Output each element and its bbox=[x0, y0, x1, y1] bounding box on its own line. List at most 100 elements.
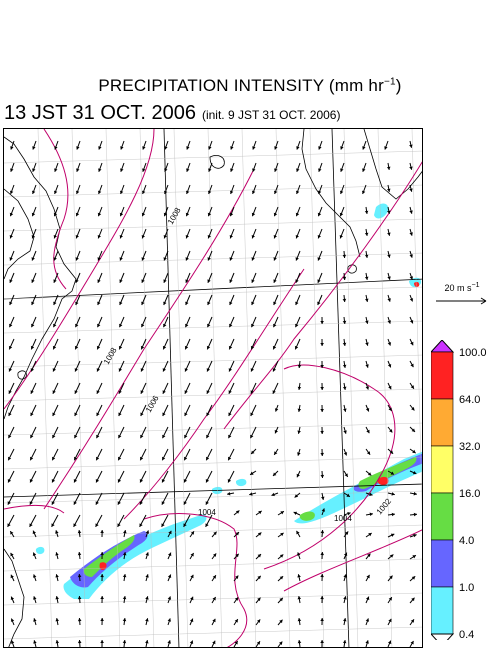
wind-vector-head bbox=[145, 618, 149, 622]
contour-label-5: 1004 bbox=[334, 514, 352, 523]
wind-vector-head bbox=[75, 235, 79, 239]
wind-vector-head bbox=[162, 368, 166, 372]
wind-vector-head bbox=[77, 596, 82, 600]
wind-vector-head bbox=[364, 210, 369, 214]
wind-vector-head bbox=[229, 323, 233, 328]
wind-vector-head bbox=[251, 323, 255, 328]
wind-vector-head bbox=[97, 279, 101, 283]
precip-core-e bbox=[377, 476, 389, 486]
wind-vector-head bbox=[343, 596, 347, 600]
isobar-4 bbox=[123, 268, 305, 520]
wind-vector-head bbox=[10, 531, 14, 535]
wind-vector-head bbox=[347, 512, 351, 516]
wind-vector-head bbox=[162, 412, 166, 416]
wind-vector-head bbox=[387, 232, 391, 236]
grid-line-minor bbox=[4, 626, 422, 640]
wind-vector-head bbox=[250, 390, 254, 394]
wind-vector-head bbox=[52, 434, 56, 439]
wind-vector-head bbox=[387, 364, 392, 368]
wind-vector-head bbox=[139, 479, 144, 483]
wind-vector-head bbox=[77, 574, 82, 578]
wind-vector-head bbox=[75, 279, 79, 283]
wind-vector-head bbox=[122, 552, 127, 556]
wind-vector-head bbox=[31, 257, 35, 261]
precip-band-sw-heavy bbox=[83, 535, 135, 577]
wind-vector-head bbox=[295, 323, 299, 328]
grid-line-minor bbox=[4, 252, 422, 266]
wind-vector-head bbox=[252, 190, 256, 194]
wind-vector-head bbox=[33, 640, 37, 644]
wind-vector-head bbox=[97, 301, 101, 305]
wind-vector-head bbox=[31, 235, 35, 239]
wind-vector-head bbox=[9, 323, 13, 328]
wind-vector-head bbox=[8, 412, 12, 416]
precip-patch-sw-1 bbox=[35, 546, 45, 555]
wind-vector-head bbox=[118, 412, 122, 416]
wind-vector-head bbox=[98, 168, 102, 172]
wind-vector-head bbox=[340, 190, 344, 194]
wind-vector-head bbox=[7, 479, 12, 483]
valid-time: 13 JST 31 OCT. 2006 (init. 9 JST 31 OCT. … bbox=[4, 102, 340, 125]
wind-vector-head bbox=[54, 168, 58, 172]
wind-vector-head bbox=[163, 301, 167, 305]
reference-vector: 20 m s−1 bbox=[432, 282, 492, 311]
wind-vector-head bbox=[366, 451, 371, 455]
wind-vector-head bbox=[251, 450, 255, 454]
grid-line bbox=[4, 278, 422, 300]
wind-vector-head bbox=[365, 342, 369, 346]
wind-vector-head bbox=[122, 596, 127, 600]
wind-vector-head bbox=[32, 146, 36, 150]
grid-line-minor bbox=[275, 129, 291, 647]
wind-vector-head bbox=[74, 412, 78, 416]
wind-vector-head bbox=[10, 146, 14, 150]
grid-line-minor bbox=[207, 129, 223, 647]
grid-line-minor bbox=[71, 129, 87, 647]
precip-patch-sw-3 bbox=[235, 478, 247, 487]
wind-vector-head bbox=[163, 235, 167, 239]
wind-vector-head bbox=[167, 596, 172, 600]
wind-vector-head bbox=[11, 640, 15, 644]
wind-vector-head bbox=[30, 412, 34, 416]
wind-vector-head bbox=[320, 574, 324, 578]
wind-vector-head bbox=[206, 390, 210, 394]
grid-line-minor bbox=[4, 558, 422, 572]
wind-vector-head bbox=[369, 512, 373, 516]
wind-vector-head bbox=[296, 473, 300, 478]
wind-vector-head bbox=[32, 168, 36, 172]
wind-vector-head bbox=[162, 345, 167, 350]
wind-vector-head bbox=[207, 212, 212, 217]
wind-vector-head bbox=[117, 479, 122, 483]
wind-vector-head bbox=[123, 530, 127, 534]
wind-vector-head bbox=[75, 212, 80, 217]
wind-vector-head bbox=[409, 232, 413, 236]
wind-vector-head bbox=[257, 532, 262, 536]
coastlines bbox=[4, 129, 422, 647]
wind-vector-head bbox=[55, 530, 59, 534]
wind-vector-head bbox=[412, 555, 416, 559]
reference-vector-label: 20 m s−1 bbox=[444, 282, 480, 293]
wind-vector-head bbox=[235, 510, 240, 514]
wind-vector-head bbox=[273, 301, 277, 305]
precip-band-sw-light bbox=[63, 514, 207, 599]
wind-vector-head bbox=[387, 342, 392, 346]
wind-vector-head bbox=[297, 618, 302, 622]
colorbar-svg: 0.4 1.0 4.0 16.0 32.0 64.0 100.0 bbox=[429, 339, 487, 647]
wind-vector-head bbox=[343, 408, 347, 412]
wind-vector-head bbox=[100, 596, 104, 599]
wind-vector-head bbox=[320, 343, 324, 346]
colorbar-label: 16.0 bbox=[459, 488, 480, 500]
wind-vector-head bbox=[9, 279, 13, 283]
wind-vector-head bbox=[98, 146, 102, 150]
wind-vector-head bbox=[273, 323, 277, 328]
wind-vector-head bbox=[51, 501, 55, 505]
wind-vector-head bbox=[100, 574, 104, 578]
wind-vector-head bbox=[10, 168, 14, 172]
wind-vector-head bbox=[234, 619, 238, 623]
wind-vector-head bbox=[295, 257, 299, 261]
wind-vector-head bbox=[97, 212, 102, 217]
grid-line-minor bbox=[4, 354, 422, 368]
wind-vector-head bbox=[184, 368, 188, 372]
wind-vector-head bbox=[76, 168, 80, 172]
wind-vector-head bbox=[229, 257, 233, 261]
wind-vector-head bbox=[53, 212, 58, 217]
